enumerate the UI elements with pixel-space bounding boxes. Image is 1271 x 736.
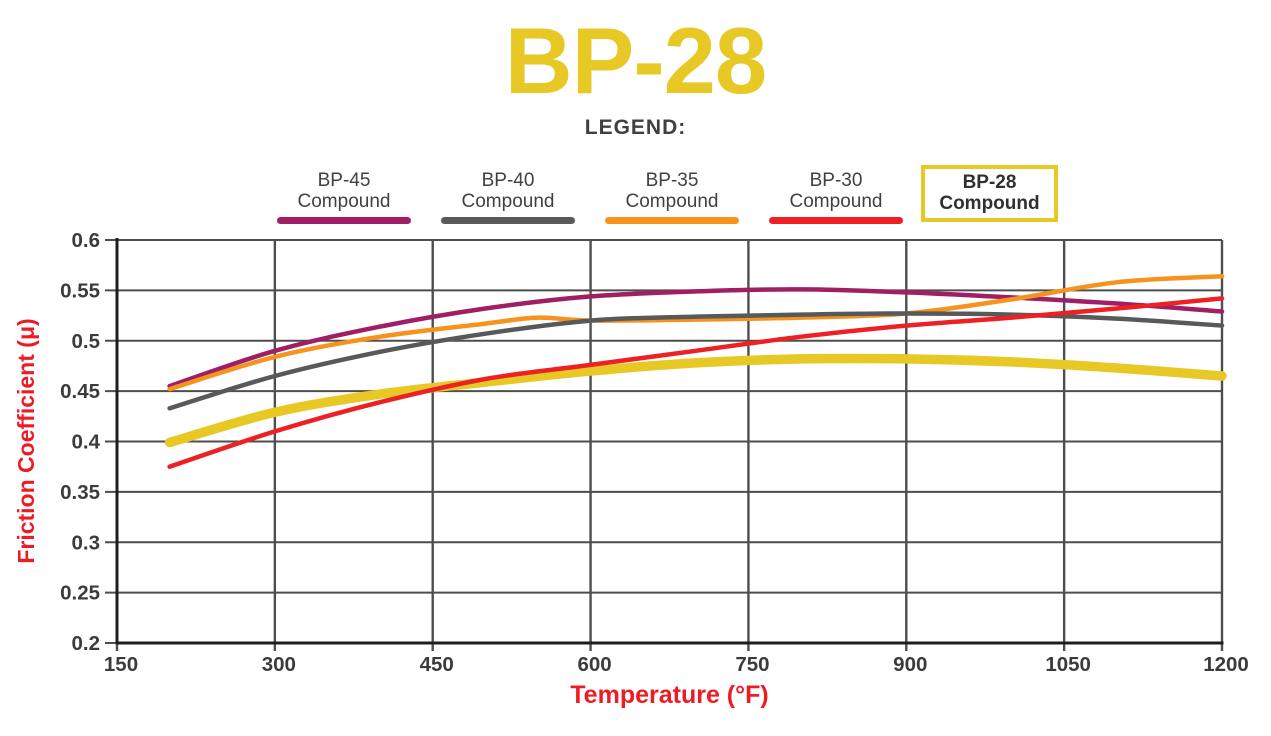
x-tick-label: 450 [420,653,454,676]
legend-item-bp30: BP-30 Compound [754,170,918,224]
x-tick-label: 750 [735,653,769,676]
y-tick-label: 0.4 [72,431,101,454]
axes [115,238,1224,645]
legend-label-bp35: BP-35 Compound [625,170,719,212]
legend-item-bp45: BP-45 Compound [262,170,426,224]
y-tick-label: 0.5 [72,330,101,353]
series-line-bp-30-compound [167,296,1225,469]
legend-swatch-bp45 [277,217,411,224]
x-tick-label: 1050 [1045,653,1091,676]
y-tick-label: 0.2 [72,632,101,655]
y-tick-label: 0.25 [60,582,100,605]
x-tick-label: 150 [104,653,138,676]
x-tick-label: 600 [577,653,611,676]
x-axis-title: Temperature (°F) [570,681,768,709]
series-line-bp-45-compound [167,287,1225,389]
legend-label-bp45: BP-45 Compound [297,170,391,212]
x-tick-label: 900 [893,653,927,676]
series-lines [164,274,1227,469]
page-title: BP-28 [504,8,767,113]
legend-label-bp28: BP-28 Compound [939,172,1040,214]
y-tick-label: 0.6 [72,229,101,252]
y-axis-title: Friction Coefficient (μ) [13,318,39,563]
legend-heading: LEGEND: [584,116,687,139]
legend-label-bp30: BP-30 Compound [789,170,883,212]
chart-legend: BP-45 Compound BP-40 Compound BP-35 Comp… [262,165,1058,224]
y-tick-label: 0.45 [60,380,100,403]
y-tick-label: 0.3 [72,531,101,554]
legend-label-bp40: BP-40 Compound [461,170,555,212]
x-tick-label: 300 [262,653,296,676]
legend-item-bp35: BP-35 Compound [590,170,754,224]
gridlines [105,239,1224,651]
series-line-bp-35-compound [167,274,1225,392]
x-tick-label: 1200 [1203,653,1249,676]
legend-swatch-bp30 [769,217,903,224]
legend-item-bp40: BP-40 Compound [426,170,590,224]
legend-item-bp28-highlighted: BP-28 Compound [921,165,1058,222]
series-line-bp-28-compound [164,353,1227,448]
legend-swatch-bp35 [605,217,739,224]
tick-labels: 0.2 0.25 0.3 0.35 0.4 0.45 0.5 0.55 0.6 150 300 450… [60,229,1249,676]
legend-swatch-bp40 [441,217,575,224]
y-tick-label: 0.55 [60,279,100,302]
y-tick-label: 0.35 [60,481,100,504]
